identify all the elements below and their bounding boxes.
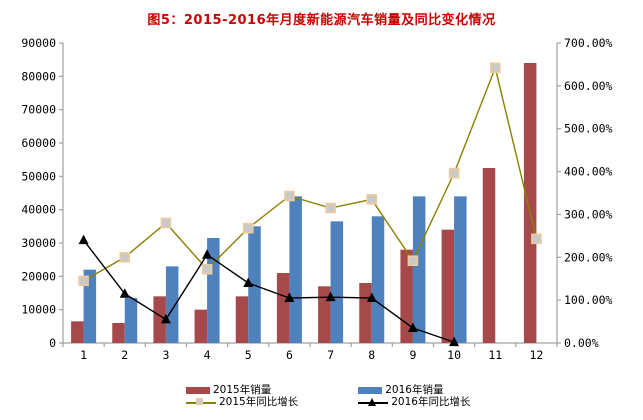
- right-axis-tick-label: 100.00%: [564, 293, 613, 307]
- left-axis-tick-label: 40000: [21, 203, 56, 217]
- x-axis-tick-label: 5: [245, 348, 252, 362]
- triangle-marker-icon: [243, 277, 254, 287]
- bar-2016-sales: [165, 266, 179, 343]
- legend-triangle-marker-icon: [358, 397, 389, 408]
- bar-2015-sales: [112, 323, 125, 343]
- x-axis-tick-label: 11: [488, 348, 502, 362]
- bar-2015-sales: [71, 321, 84, 343]
- line-2016-growth: [83, 239, 455, 343]
- square-marker-icon: [531, 233, 542, 245]
- square-marker-icon: [489, 62, 501, 74]
- square-marker-icon: [284, 190, 295, 202]
- square-marker-icon: [325, 202, 336, 214]
- x-axis-tick-label: 1: [80, 348, 87, 362]
- chart-title: 图5：2015-2016年月度新能源汽车销量及同比变化情况: [147, 13, 496, 28]
- x-axis-tick-label: 7: [327, 348, 334, 362]
- triangle-marker-icon: [284, 292, 295, 302]
- bar-2015-sales: [400, 249, 413, 343]
- right-axis-tick-label: 500.00%: [564, 122, 613, 136]
- x-axis-tick-label: 10: [447, 348, 461, 362]
- left-axis-tick-label: 90000: [21, 36, 56, 50]
- legend-label: 2015年销量: [213, 384, 272, 396]
- bar-2015-sales: [318, 286, 331, 343]
- triangle-marker-icon: [160, 313, 171, 324]
- left-axis-tick-label: 70000: [21, 103, 56, 117]
- bar-2016-sales: [289, 196, 302, 343]
- bar-2015-sales: [441, 229, 455, 343]
- bar-2015-sales: [235, 296, 249, 343]
- bar-2016-sales: [124, 298, 138, 343]
- legend-item-2015-growth: 2015年同比增长: [186, 397, 298, 408]
- square-marker-icon: [160, 217, 172, 229]
- square-marker-icon: [448, 167, 460, 179]
- square-marker-icon: [119, 251, 131, 263]
- x-axis-tick-label: 12: [529, 348, 543, 362]
- bar-2015-sales: [482, 168, 496, 343]
- right-axis-tick-label: 600.00%: [564, 79, 613, 93]
- x-axis-tick-label: 8: [368, 348, 375, 362]
- triangle-marker-icon: [325, 291, 336, 302]
- bar-2016-sales: [454, 196, 467, 343]
- right-axis-tick-label: 0.00%: [564, 336, 599, 350]
- x-axis-tick-label: 6: [286, 348, 293, 362]
- x-axis-tick-label: 2: [121, 348, 128, 362]
- triangle-marker-icon: [202, 249, 213, 259]
- square-marker-icon: [407, 255, 419, 267]
- bar-2016-sales: [412, 196, 426, 343]
- right-axis-tick-label: 400.00%: [564, 165, 613, 179]
- left-axis-tick-label: 0: [49, 336, 56, 350]
- bar-2015-sales: [153, 296, 166, 343]
- left-axis-tick-label: 60000: [21, 136, 56, 150]
- bar-2016-sales: [83, 269, 97, 343]
- legend-swatch-2016-bar-icon: [358, 387, 383, 394]
- bar-2015-sales: [194, 309, 208, 343]
- right-axis-tick-label: 200.00%: [564, 250, 613, 264]
- x-axis-tick-label: 4: [204, 348, 211, 362]
- square-marker-icon: [201, 263, 213, 275]
- legend-label: 2016年销量: [385, 384, 444, 396]
- legend-item-2016-sales: 2016年销量: [358, 385, 470, 396]
- triangle-marker-icon: [366, 292, 377, 302]
- bar-2015-sales: [359, 283, 372, 343]
- bar-2015-sales: [276, 273, 290, 343]
- bar-2016-sales: [371, 216, 385, 343]
- x-axis-tick-label: 3: [162, 348, 169, 362]
- square-marker-icon: [78, 275, 89, 287]
- legend-item-2016-growth: 2016年同比增长: [358, 397, 470, 408]
- legend-item-2015-sales: 2015年销量: [186, 385, 298, 396]
- square-marker-icon: [366, 194, 378, 205]
- left-axis-tick-label: 50000: [21, 169, 56, 183]
- legend-swatch-2015-bar-icon: [186, 387, 210, 394]
- chart-legend: 2015年销量 2016年销量 2015年同比增长 2016年同比增长: [186, 385, 470, 408]
- bar-2016-sales: [330, 221, 344, 343]
- triangle-marker-icon: [78, 234, 89, 245]
- left-axis-tick-label: 30000: [21, 236, 56, 250]
- line-2015-growth: [83, 65, 538, 282]
- right-axis-tick-label: 700.00%: [564, 36, 613, 50]
- left-axis-tick-label: 20000: [21, 269, 56, 283]
- legend-label: 2016年同比增长: [391, 396, 471, 408]
- right-axis-tick-label: 300.00%: [564, 207, 613, 221]
- triangle-marker-icon: [119, 288, 130, 298]
- triangle-marker-icon: [407, 322, 418, 332]
- x-axis-tick-label: 9: [409, 348, 416, 362]
- bar-2015-sales: [523, 63, 537, 343]
- square-marker-icon: [242, 222, 254, 234]
- legend-label: 2015年同比增长: [219, 396, 299, 408]
- left-axis-tick-label: 10000: [21, 303, 56, 317]
- left-axis-tick-label: 80000: [21, 69, 56, 83]
- triangle-marker-icon: [449, 336, 460, 347]
- legend-square-marker-icon: [186, 398, 216, 408]
